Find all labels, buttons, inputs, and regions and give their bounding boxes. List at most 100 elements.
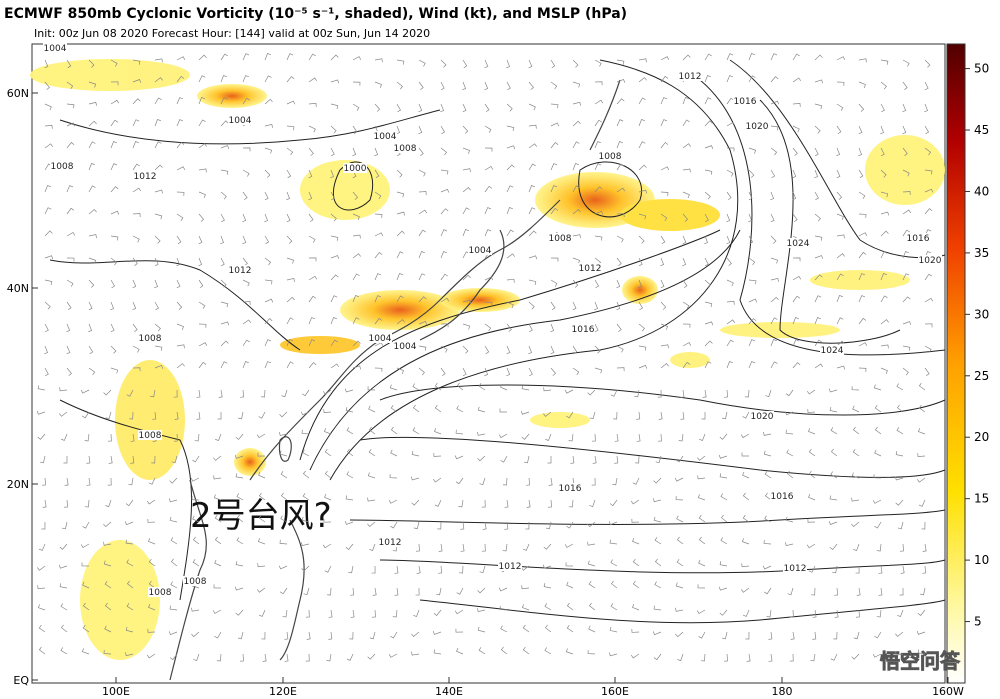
- wind-barb: [770, 125, 779, 131]
- wind-barb: [572, 345, 578, 355]
- contour-label-bg: [770, 491, 794, 501]
- wind-barb: [264, 279, 273, 285]
- wind-barb: [484, 229, 492, 237]
- wind-barb: [148, 558, 156, 567]
- wind-barb: [168, 498, 178, 503]
- wind-barb: [785, 389, 794, 397]
- wind-barb: [701, 411, 706, 420]
- wind-barb: [418, 345, 427, 351]
- wind-barb: [792, 103, 801, 107]
- wind-barb: [572, 301, 577, 311]
- wind-barb: [264, 169, 271, 178]
- wind-barb: [792, 125, 800, 133]
- wind-barb: [808, 470, 816, 479]
- wind-barb: [374, 273, 382, 281]
- wind-barb: [852, 426, 860, 435]
- wind-barb: [302, 493, 310, 501]
- wind-barb: [874, 449, 882, 457]
- wind-barb: [876, 543, 882, 552]
- wind-barb: [506, 103, 513, 112]
- wind-barb: [256, 433, 266, 439]
- wind-barb: [66, 81, 74, 90]
- wind-barb: [638, 58, 647, 63]
- wind-barb: [630, 499, 640, 505]
- wind-barb: [528, 367, 533, 377]
- wind-barb: [550, 367, 556, 376]
- wind-barb: [591, 477, 596, 486]
- wind-barb: [807, 409, 816, 413]
- wind-barb: [176, 344, 185, 349]
- wind-barb: [594, 279, 600, 289]
- wind-barb: [394, 565, 399, 574]
- wind-barb: [279, 539, 288, 545]
- wind-barb: [374, 169, 380, 179]
- wind-barb: [880, 230, 889, 237]
- wind-barb: [374, 191, 382, 200]
- wind-barb: [655, 455, 662, 464]
- wind-barb: [392, 609, 398, 618]
- wind-barb: [344, 388, 354, 393]
- wind-barb: [440, 59, 447, 68]
- wind-barb: [154, 364, 164, 369]
- wind-barb: [718, 454, 728, 459]
- wind-barb: [440, 345, 448, 353]
- wind-barb: [880, 81, 887, 90]
- wind-barb: [918, 382, 926, 391]
- wind-barb: [129, 411, 134, 420]
- wind-barb: [66, 185, 74, 193]
- wind-barb: [702, 389, 707, 398]
- wind-barb: [550, 59, 556, 69]
- wind-barb: [176, 257, 181, 267]
- wind-barb: [279, 411, 288, 418]
- wind-barb: [396, 273, 403, 281]
- contour-label: 1024: [787, 239, 810, 249]
- wind-barb: [876, 609, 882, 618]
- wind-barb: [836, 56, 846, 61]
- wind-barb: [660, 301, 667, 310]
- wind-barb: [742, 514, 750, 523]
- wind-barb: [286, 257, 295, 264]
- wind-barb: [858, 295, 866, 303]
- wind-barb: [638, 213, 647, 220]
- wind-barb: [660, 166, 670, 171]
- wind-barb: [675, 607, 684, 612]
- wind-barb: [396, 125, 400, 135]
- wind-barb: [660, 97, 668, 105]
- wind-barb: [440, 273, 449, 281]
- wind-barb: [368, 405, 376, 413]
- wind-barb: [880, 367, 888, 375]
- wind-barb: [218, 389, 223, 398]
- contour-label-bg: [148, 587, 172, 597]
- wind-barb: [726, 121, 736, 127]
- wind-barb: [367, 653, 376, 660]
- wind-barb: [880, 125, 884, 135]
- wind-barb: [902, 103, 907, 113]
- wind-barb: [484, 367, 489, 377]
- wind-barb: [258, 411, 266, 419]
- wind-barb: [220, 321, 230, 326]
- wind-barb: [308, 147, 314, 156]
- wind-barb: [545, 521, 552, 530]
- wind-barb: [878, 565, 883, 574]
- wind-barb: [568, 433, 574, 442]
- wind-barb: [349, 631, 354, 640]
- wind-barb: [191, 607, 200, 612]
- wind-barb: [834, 609, 839, 618]
- wind-barb: [374, 232, 384, 237]
- contour-label: 1016: [771, 492, 794, 502]
- wind-barb: [345, 543, 354, 550]
- wind-barb: [330, 79, 340, 84]
- wind-barb: [350, 587, 355, 596]
- wind-barb: [103, 389, 112, 396]
- wind-barb: [653, 605, 662, 611]
- wind-barb: [61, 521, 68, 530]
- wind-barb: [806, 543, 816, 549]
- wind-barb: [374, 251, 383, 259]
- wind-barb: [830, 427, 838, 435]
- wind-barb: [484, 103, 490, 113]
- wind-barb: [660, 279, 665, 289]
- wind-barb: [895, 499, 904, 506]
- wind-barb: [902, 209, 912, 215]
- wind-barb: [616, 119, 624, 127]
- wind-barb: [902, 273, 910, 281]
